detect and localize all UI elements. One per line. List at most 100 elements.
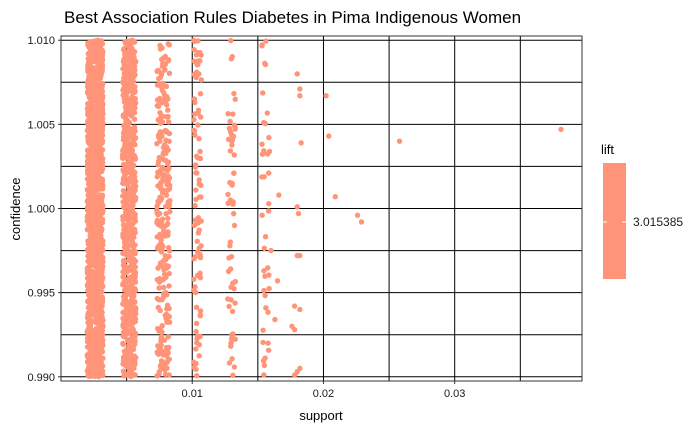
data-point xyxy=(131,136,138,143)
data-point xyxy=(165,173,171,179)
data-point xyxy=(129,192,136,198)
data-point xyxy=(97,275,103,282)
data-point xyxy=(120,301,126,307)
data-point xyxy=(123,270,130,276)
data-point xyxy=(261,372,267,378)
data-point xyxy=(92,212,98,218)
data-point xyxy=(94,373,100,379)
data-point xyxy=(265,309,271,315)
data-point xyxy=(155,103,162,110)
data-point xyxy=(165,229,171,235)
data-point xyxy=(131,129,137,135)
data-point xyxy=(156,345,163,351)
data-point xyxy=(85,147,92,153)
data-point xyxy=(91,197,97,203)
data-point xyxy=(130,293,137,300)
data-point xyxy=(122,115,128,121)
data-point xyxy=(129,155,136,162)
data-point xyxy=(132,169,138,176)
data-point xyxy=(265,340,271,346)
data-point xyxy=(133,307,139,313)
data-point xyxy=(127,321,134,327)
data-point xyxy=(92,90,99,96)
data-point xyxy=(87,160,94,166)
data-point xyxy=(126,336,133,343)
data-point xyxy=(120,180,126,186)
data-point xyxy=(227,197,234,203)
data-point xyxy=(161,337,168,343)
data-point xyxy=(86,62,92,69)
y-axis: 0.990 0.995 1.000 1.005 1.010 xyxy=(27,35,61,384)
data-point xyxy=(94,164,101,170)
data-point xyxy=(128,227,134,234)
y-tick-label: 0.990 xyxy=(27,372,55,384)
data-point xyxy=(98,68,104,74)
data-point xyxy=(84,207,91,213)
data-point xyxy=(94,358,101,364)
data-point xyxy=(163,114,170,120)
y-tick-label: 0.995 xyxy=(27,288,55,300)
data-point xyxy=(265,208,272,214)
data-point xyxy=(127,350,134,357)
data-point xyxy=(130,363,136,370)
data-point xyxy=(196,177,202,183)
data-point xyxy=(99,103,106,110)
data-point xyxy=(99,242,106,248)
data-point xyxy=(263,305,269,311)
data-point xyxy=(166,305,172,312)
data-point xyxy=(94,127,100,134)
legend-title: lift xyxy=(601,142,614,157)
data-point xyxy=(157,194,163,200)
data-point xyxy=(231,152,237,158)
data-point xyxy=(130,315,137,321)
data-point xyxy=(158,70,165,76)
data-point xyxy=(231,170,237,176)
data-point xyxy=(95,222,101,229)
data-point xyxy=(266,285,272,292)
data-point xyxy=(98,235,104,242)
data-point xyxy=(228,284,234,290)
data-point xyxy=(98,343,105,350)
data-point xyxy=(268,247,274,254)
data-point xyxy=(155,158,162,164)
data-point xyxy=(197,148,203,155)
data-point xyxy=(122,74,128,80)
data-point xyxy=(129,76,135,83)
data-point xyxy=(192,132,198,138)
data-point xyxy=(193,289,199,296)
data-point xyxy=(227,243,233,249)
data-point xyxy=(225,110,231,117)
data-point xyxy=(120,293,127,300)
data-point xyxy=(93,186,99,193)
data-point xyxy=(226,125,233,132)
data-point xyxy=(165,58,171,64)
data-point xyxy=(154,325,161,332)
data-point xyxy=(91,334,97,341)
data-point xyxy=(228,132,235,138)
data-point xyxy=(124,288,131,294)
data-point xyxy=(229,138,235,144)
data-point xyxy=(160,284,167,291)
data-point xyxy=(95,46,101,53)
data-point xyxy=(98,315,105,321)
data-point xyxy=(130,209,136,215)
data-point xyxy=(99,348,105,354)
data-point xyxy=(157,210,163,217)
data-point xyxy=(165,159,172,165)
data-point xyxy=(95,343,101,350)
data-point xyxy=(131,116,138,122)
data-point xyxy=(163,192,170,198)
data-point xyxy=(191,58,198,64)
data-point xyxy=(262,355,268,361)
data-point xyxy=(166,165,172,172)
data-point xyxy=(154,295,160,302)
data-point xyxy=(88,97,95,104)
data-point xyxy=(88,48,94,55)
data-point xyxy=(127,63,134,69)
data-point xyxy=(198,77,205,83)
data-point xyxy=(91,137,98,143)
data-point xyxy=(121,265,128,272)
data-point xyxy=(126,205,132,212)
data-point xyxy=(163,83,170,90)
data-point xyxy=(196,136,202,142)
